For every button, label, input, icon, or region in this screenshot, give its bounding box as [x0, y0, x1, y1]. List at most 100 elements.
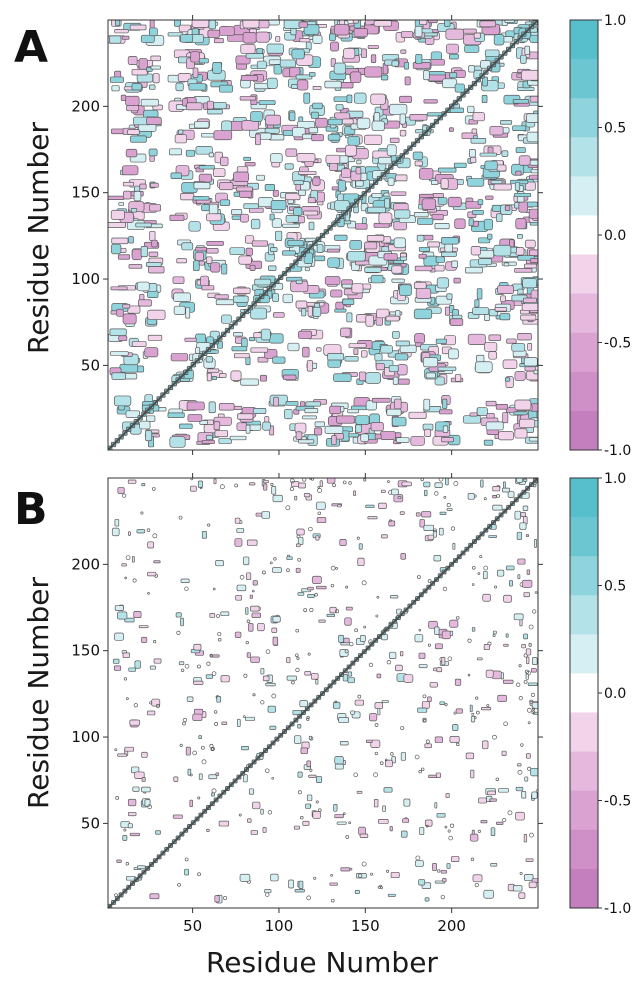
contour-mark — [272, 293, 279, 302]
contour-mark — [350, 71, 362, 84]
contour-mark — [197, 480, 203, 488]
contour-mark — [265, 649, 271, 654]
contour-mark — [200, 745, 205, 750]
contour-mark — [178, 515, 183, 520]
contour-mark — [330, 898, 335, 903]
contour-mark — [292, 127, 306, 138]
contour-mark — [231, 209, 243, 215]
contour-mark — [434, 736, 444, 743]
contour-mark — [333, 373, 352, 382]
contour-mark — [324, 425, 344, 434]
contour-mark — [252, 589, 255, 593]
contour-mark — [187, 768, 192, 776]
contour-mark — [341, 168, 351, 178]
contour-mark — [146, 415, 156, 422]
contour-mark — [521, 791, 527, 799]
contour-mark — [233, 287, 251, 294]
contour-mark — [345, 585, 349, 589]
contour-mark — [134, 771, 145, 779]
contour-mark — [272, 356, 286, 364]
contour-mark — [383, 787, 393, 793]
contour-mark — [374, 702, 383, 710]
contour-mark — [401, 830, 408, 838]
contour-mark — [318, 619, 326, 623]
contour-mark — [400, 252, 407, 258]
contour-mark — [312, 811, 321, 819]
contour-mark — [476, 710, 480, 715]
contour-mark — [238, 813, 242, 817]
contour-mark — [218, 182, 234, 191]
contour-mark — [464, 266, 483, 274]
contour-mark — [185, 149, 196, 157]
contour-mark — [422, 694, 427, 699]
contour-mark — [147, 334, 163, 341]
contour-mark — [153, 640, 157, 644]
contour-mark — [213, 478, 217, 485]
colorbar-label: 0.5 — [604, 579, 626, 595]
contour-mark — [524, 181, 536, 191]
contour-mark — [513, 411, 528, 416]
contour-mark — [264, 184, 276, 192]
contour-mark — [444, 243, 454, 253]
contour-mark — [303, 210, 319, 216]
contour-mark — [489, 798, 497, 802]
contour-mark — [356, 790, 363, 794]
contour-mark — [334, 700, 338, 704]
contour-mark — [290, 27, 297, 36]
contour-mark — [437, 197, 448, 205]
contour-mark — [482, 593, 491, 602]
contour-mark — [338, 634, 344, 643]
contour-mark — [312, 177, 321, 186]
contour-mark — [452, 724, 459, 731]
contour-mark — [418, 879, 426, 886]
contour-mark — [334, 756, 344, 765]
contour-mark — [330, 583, 335, 588]
contour-mark — [297, 592, 305, 596]
contour-mark — [389, 519, 392, 522]
contour-mark — [373, 20, 392, 27]
contour-mark — [431, 214, 444, 221]
contour-mark — [194, 708, 204, 715]
contour-mark — [249, 594, 253, 599]
contour-mark — [218, 820, 230, 827]
contour-mark — [397, 496, 402, 500]
contour-mark — [206, 256, 213, 264]
contour-mark — [122, 493, 127, 498]
contour-mark — [380, 431, 396, 440]
contour-mark — [195, 333, 206, 344]
contour-mark — [147, 571, 157, 577]
contour-mark — [423, 99, 438, 104]
contour-mark — [332, 701, 341, 709]
contour-mark — [289, 111, 296, 122]
contour-mark — [471, 583, 475, 586]
contour-mark — [262, 421, 271, 431]
contour-mark — [236, 186, 253, 192]
contour-mark — [272, 494, 283, 503]
contour-mark — [270, 482, 274, 487]
contour-mark — [295, 279, 303, 285]
contour-mark — [400, 726, 405, 731]
contour-mark — [353, 28, 368, 38]
contour-mark — [423, 524, 435, 531]
contour-mark — [212, 62, 222, 74]
contour-mark — [117, 254, 131, 260]
contour-mark — [518, 201, 528, 213]
contour-mark — [141, 751, 148, 758]
colorbar-swatch — [570, 410, 598, 451]
contour-mark — [273, 557, 277, 561]
contour-mark — [364, 266, 382, 273]
contour-mark — [521, 644, 526, 649]
contour-mark — [495, 404, 509, 410]
contour-mark — [384, 198, 390, 209]
contour-mark — [454, 678, 462, 686]
contour-mark — [255, 133, 261, 146]
colorbar-swatch — [570, 371, 598, 412]
contour-mark — [173, 776, 179, 782]
contour-mark — [476, 407, 488, 416]
contour-mark — [382, 805, 386, 812]
contour-mark — [252, 408, 267, 415]
contour-mark — [118, 202, 125, 206]
contour-mark — [399, 344, 417, 353]
contour-mark — [195, 246, 207, 252]
plot-frame — [107, 19, 539, 451]
